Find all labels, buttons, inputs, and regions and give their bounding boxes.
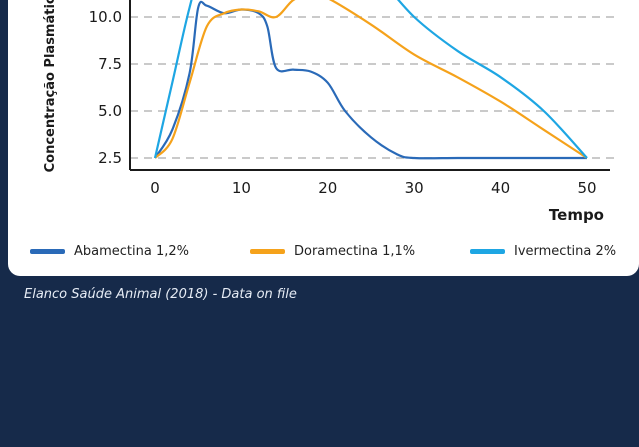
x-tick-labels: 0 10 20 30 40 50 <box>150 179 596 197</box>
legend-swatch-ivermectina <box>470 249 505 254</box>
legend-swatch-abamectina <box>30 249 65 254</box>
series-lines <box>153 0 588 160</box>
y-tick-label: 7.5 <box>98 55 122 73</box>
source-note: Elanco Saúde Animal (2018) - Data on fil… <box>24 287 297 302</box>
gridlines <box>130 16 615 159</box>
series-line-1 <box>154 0 588 159</box>
y-tick-labels: 2.5 5.0 7.5 10.0 <box>89 8 122 167</box>
x-tick-label: 0 <box>150 179 160 197</box>
legend-item-doramectina: Doramectina 1,1% <box>250 244 415 259</box>
x-tick-label: 20 <box>318 179 337 197</box>
y-tick-label: 10.0 <box>89 8 122 26</box>
x-tick-label: 40 <box>491 179 510 197</box>
x-tick-label: 30 <box>405 179 424 197</box>
chart-legend: Abamectina 1,2% Doramectina 1,1% Ivermec… <box>0 244 639 264</box>
y-tick-label: 2.5 <box>98 149 122 167</box>
y-axis-title: Concentração Plasmática <box>43 0 58 172</box>
legend-item-ivermectina: Ivermectina 2% <box>470 244 616 259</box>
legend-item-abamectina: Abamectina 1,2% <box>30 244 189 259</box>
chart-card <box>8 0 639 276</box>
legend-label-ivermectina: Ivermectina 2% <box>514 244 617 259</box>
series-line-2 <box>153 0 588 159</box>
legend-swatch-doramectina <box>250 249 285 254</box>
y-tick-label: 5.0 <box>98 102 122 120</box>
series-line-0 <box>154 0 587 160</box>
x-tick-label: 10 <box>232 179 251 197</box>
legend-label-abamectina: Abamectina 1,2% <box>74 244 189 259</box>
x-tick-label: 50 <box>577 179 596 197</box>
x-axis-title: Tempo <box>549 206 604 224</box>
legend-label-doramectina: Doramectina 1,1% <box>294 244 416 259</box>
